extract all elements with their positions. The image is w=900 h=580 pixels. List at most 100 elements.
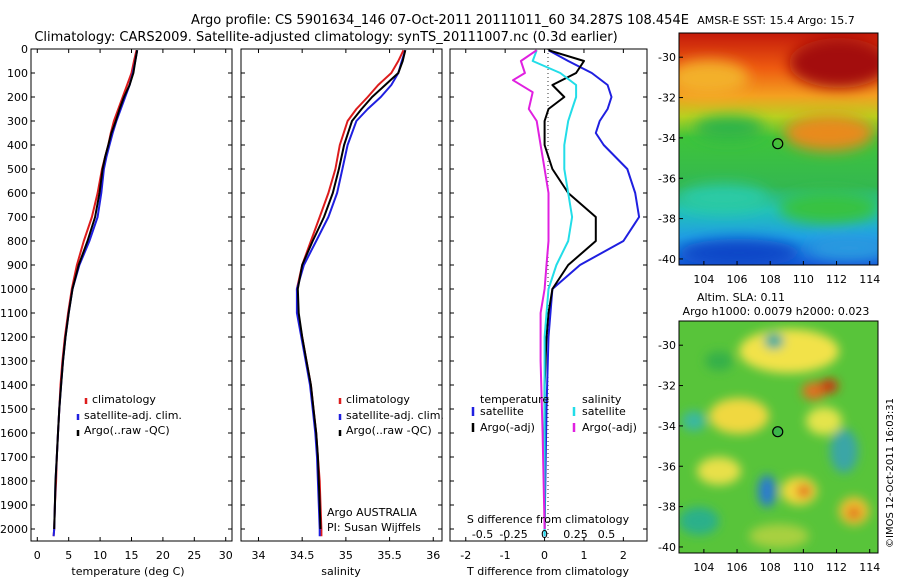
salinity-xlabel: salinity	[321, 565, 361, 578]
y-tick-label: 0	[21, 43, 28, 56]
legend-climatology: climatology	[346, 393, 410, 406]
legend-temperature-heading: temperature	[480, 393, 549, 406]
s-difference-ticklabels: -0.5 -0.25 0 0.25 0.5	[472, 528, 615, 541]
x-tick-label: 34.5	[290, 549, 315, 562]
map-y-tick-label: -30	[658, 51, 676, 64]
temperature-xlabel: temperature (deg C)	[71, 565, 184, 578]
x-tick-label: 0	[541, 549, 548, 562]
y-tick-label: 400	[7, 139, 28, 152]
difference-panel: -2 -1 0 1 2 S difference from climatology -0…	[449, 48, 648, 578]
y-tick-label: 1400	[0, 379, 28, 392]
y-tick-label: 1600	[0, 427, 28, 440]
legend-t-satellite: satellite	[480, 405, 524, 418]
x-tick-label: 35.5	[377, 549, 402, 562]
s-tick-label: -0.5	[472, 528, 493, 541]
y-tick-label: 300	[7, 115, 28, 128]
y-tick-label: 900	[7, 259, 28, 272]
s-tick-label: -0.25	[499, 528, 527, 541]
s-tick-label: 0.5	[598, 528, 616, 541]
map-x-tick-label: 112	[826, 273, 847, 286]
series-line	[512, 49, 550, 530]
legend-satellite: satellite-adj. clim.	[84, 409, 182, 422]
difference-legend: temperature satellite Argo(-adj) salinit…	[471, 393, 637, 434]
series-line	[296, 49, 407, 530]
x-tick-label: 25	[187, 549, 201, 562]
y-tick-label: 1500	[0, 403, 28, 416]
map-x-tick-label: 114	[859, 273, 880, 286]
legend-s-satellite: satellite	[582, 405, 626, 418]
s-difference-label: S difference from climatology	[467, 513, 630, 526]
x-tick-label: 5	[65, 549, 72, 562]
salinity-panel: 34 34.5 35 35.5 36 salinity climatology sate…	[240, 48, 444, 578]
x-tick-label: 35	[339, 549, 353, 562]
float-position-marker	[772, 426, 784, 438]
map-y-tick-label: -34	[658, 132, 676, 145]
salinity-legend: climatology satellite-adj. clim. Argo(..…	[338, 393, 444, 437]
t-difference-label: T difference from climatology	[466, 565, 629, 578]
y-tick-label: 200	[7, 91, 28, 104]
map-y-tick-label: -36	[658, 172, 676, 185]
map-y-tick-label: -40	[658, 541, 676, 554]
sla-map-title-2: Argo h1000: 0.0079 h2000: 0.023	[683, 305, 870, 318]
map-y-tick-label: -32	[658, 380, 676, 393]
map-x-tick-label: 110	[793, 273, 814, 286]
difference-series	[512, 49, 641, 537]
map-x-tick-label: 104	[693, 561, 714, 574]
y-tick-label: 1800	[0, 475, 28, 488]
credit-label: ©IMOS 12-Oct-2011 16:03:31	[885, 398, 896, 548]
map-y-tick-label: -38	[658, 213, 676, 226]
map-x-tick-label: 114	[859, 561, 880, 574]
map-y-tick-label: -30	[658, 339, 676, 352]
y-tick-label: 500	[7, 163, 28, 176]
y-tick-label: 1900	[0, 499, 28, 512]
legend-s-argo: Argo(-adj)	[582, 421, 637, 434]
map-y-tick-label: -36	[658, 460, 676, 473]
map-y-tick-label: -40	[658, 253, 676, 266]
sla-map-title-1: Altim. SLA: 0.11	[697, 291, 785, 304]
x-tick-label: 2	[620, 549, 627, 562]
map-x-tick-label: 106	[727, 273, 748, 286]
legend-satellite: satellite-adj. clim.	[346, 409, 444, 422]
temperature-panel: 0100200300400500600700800900100011001200…	[0, 43, 233, 578]
map-y-tick-label: -38	[658, 501, 676, 514]
difference-ticks: -2 -1 0 1 2	[450, 48, 647, 562]
map-x-tick-label: 106	[727, 561, 748, 574]
series-line	[543, 49, 641, 537]
y-tick-label: 1200	[0, 331, 28, 344]
s-tick-label: 0.25	[563, 528, 588, 541]
legend-salinity-heading: salinity	[582, 393, 622, 406]
y-tick-label: 1000	[0, 283, 28, 296]
y-tick-label: 700	[7, 211, 28, 224]
s-tick-label: 0	[541, 528, 548, 541]
x-tick-label: 34	[251, 549, 265, 562]
series-line	[53, 50, 139, 530]
map-y-tick-label: -34	[658, 420, 676, 433]
x-tick-label: -1	[500, 549, 511, 562]
sst-heatmap	[679, 33, 878, 265]
salinity-series	[295, 49, 407, 537]
y-tick-label: 1100	[0, 307, 28, 320]
salinity-axes-frame	[240, 48, 443, 542]
y-tick-label: 2000	[0, 523, 28, 536]
x-tick-label: 20	[156, 549, 170, 562]
temperature-series	[52, 49, 139, 537]
series-line	[531, 49, 578, 537]
x-tick-label: 36	[426, 549, 440, 562]
title-line-2: Climatology: CARS2009. Satellite-adjuste…	[34, 30, 617, 45]
legend-argo: Argo(..raw -QC)	[84, 424, 170, 437]
annotation-argo-australia: Argo AUSTRALIA	[327, 506, 417, 519]
y-tick-label: 1700	[0, 451, 28, 464]
x-tick-label: -2	[460, 549, 471, 562]
sla-map-panel: Altim. SLA: 0.11 Argo h1000: 0.0079 h200…	[658, 291, 880, 574]
temperature-ticks: 0100200300400500600700800900100011001200…	[0, 43, 233, 562]
map-x-tick-label: 104	[693, 273, 714, 286]
map-x-tick-label: 110	[793, 561, 814, 574]
y-tick-label: 600	[7, 187, 28, 200]
title-line-1: Argo profile: CS 5901634_146 07-Oct-2011…	[191, 13, 689, 28]
float-position-marker	[772, 138, 784, 150]
x-tick-label: 1	[580, 549, 587, 562]
annotation-pi: PI: Susan Wijffels	[327, 521, 421, 534]
y-tick-label: 100	[7, 67, 28, 80]
legend-t-argo: Argo(-adj)	[480, 421, 535, 434]
temperature-axes-frame	[30, 48, 233, 542]
